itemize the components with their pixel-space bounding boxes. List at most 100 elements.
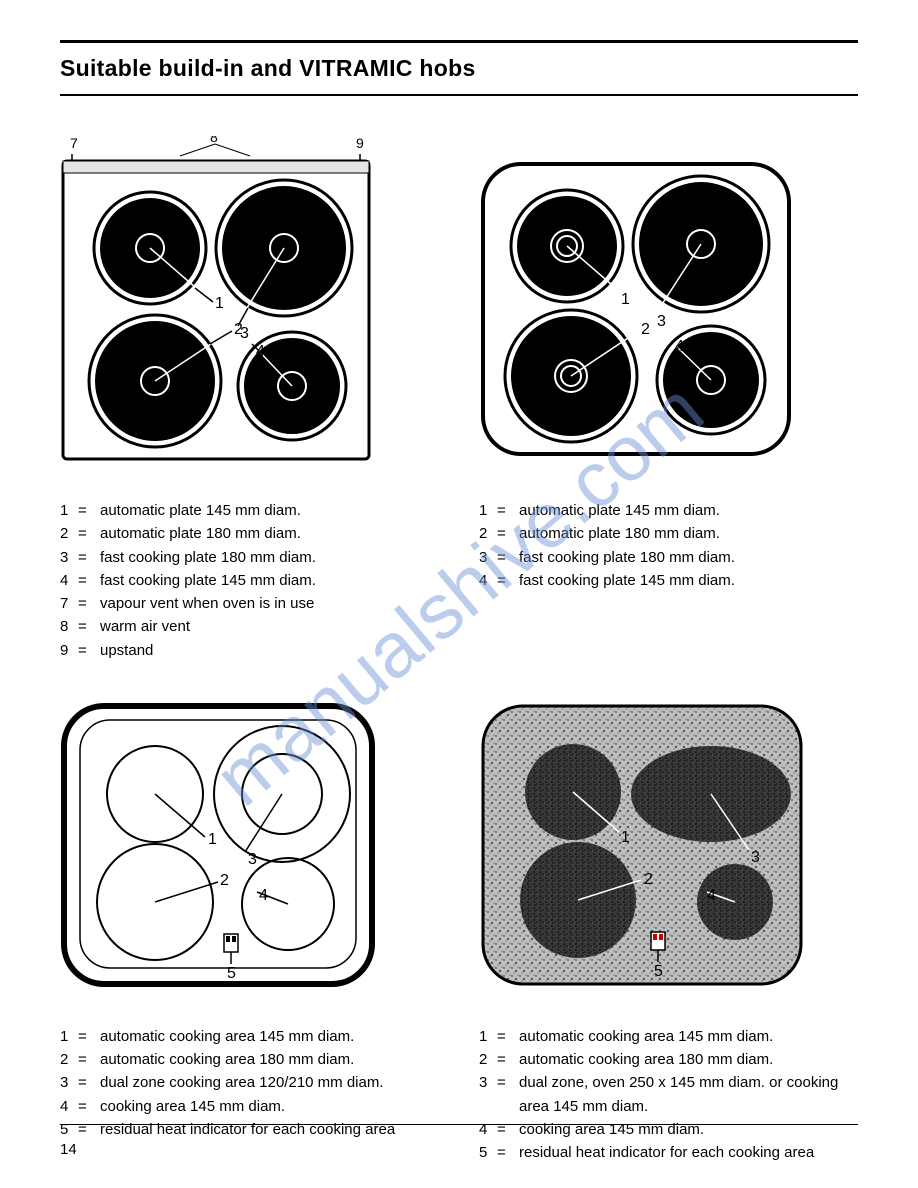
svg-text:3: 3 (751, 849, 760, 866)
legend-equals: = (497, 1141, 519, 1164)
title-underline (60, 94, 858, 96)
legend-text: upstand (100, 639, 439, 662)
legend-number: 5 (60, 1118, 78, 1141)
legend-item: 3=fast cooking plate 180 mm diam. (60, 546, 439, 569)
legend-item: 8=warm air vent (60, 615, 439, 638)
svg-text:1: 1 (621, 291, 630, 308)
legend-text: automatic plate 145 mm diam. (100, 499, 439, 522)
svg-text:5: 5 (227, 965, 236, 982)
legend-number: 7 (60, 592, 78, 615)
col-top-left: 7 8 9 1 (60, 136, 439, 662)
legend-item: 9=upstand (60, 639, 439, 662)
legend-text: fast cooking plate 180 mm diam. (100, 546, 439, 569)
legend-item: 7=vapour vent when oven is in use (60, 592, 439, 615)
row-top: 7 8 9 1 (60, 136, 858, 662)
legend-number: 1 (479, 1025, 497, 1048)
legend-equals: = (497, 1025, 519, 1048)
legend-item: 3=dual zone cooking area 120/210 mm diam… (60, 1071, 439, 1094)
page-number: 14 (60, 1141, 77, 1158)
legend-equals: = (78, 499, 100, 522)
legend-item: 2=automatic plate 180 mm diam. (479, 522, 858, 545)
legend-number: 4 (60, 569, 78, 592)
diagram-top-right: 1 2 3 4 (479, 136, 858, 471)
legend-number: 1 (60, 499, 78, 522)
legend-number: 3 (60, 546, 78, 569)
legend-equals: = (78, 522, 100, 545)
legend-top-left: 1=automatic plate 145 mm diam.2=automati… (60, 499, 439, 662)
svg-text:1: 1 (208, 831, 217, 848)
svg-text:5: 5 (654, 963, 663, 980)
svg-text:4: 4 (256, 343, 265, 360)
bottom-rule (60, 1124, 858, 1125)
legend-item: 1=automatic plate 145 mm diam. (60, 499, 439, 522)
legend-item: 4=cooking area 145 mm diam. (60, 1095, 439, 1118)
svg-text:2: 2 (641, 321, 650, 338)
legend-item: 3=fast cooking plate 180 mm diam. (479, 546, 858, 569)
svg-text:4: 4 (259, 887, 268, 904)
legend-equals: = (497, 499, 519, 522)
svg-text:8: 8 (210, 136, 218, 145)
legend-text: automatic cooking area 145 mm diam. (519, 1025, 858, 1048)
legend-item: 2=automatic cooking area 180 mm diam. (479, 1048, 858, 1071)
legend-text: automatic cooking area 145 mm diam. (100, 1025, 439, 1048)
page-title: Suitable build-in and VITRAMIC hobs (60, 55, 858, 82)
legend-equals: = (78, 1048, 100, 1071)
legend-bottom-right: 1=automatic cooking area 145 mm diam.2=a… (479, 1025, 858, 1165)
svg-text:4: 4 (675, 338, 684, 355)
legend-equals: = (497, 569, 519, 592)
diagram-top-left: 7 8 9 1 (60, 136, 439, 471)
legend-equals: = (78, 1025, 100, 1048)
legend-item: 1=automatic plate 145 mm diam. (479, 499, 858, 522)
top-rule (60, 40, 858, 43)
col-top-right: 1 2 3 4 (479, 136, 858, 662)
legend-text: dual zone cooking area 120/210 mm diam. (100, 1071, 439, 1094)
legend-equals: = (78, 592, 100, 615)
row-bottom: 1 2 3 4 5 1=a (60, 702, 858, 1165)
legend-number: 2 (479, 522, 497, 545)
legend-number: 5 (479, 1141, 497, 1164)
legend-number: 3 (479, 1071, 497, 1118)
legend-text: fast cooking plate 145 mm diam. (519, 569, 858, 592)
legend-text: residual heat indicator for each cooking… (100, 1118, 439, 1141)
legend-number: 4 (479, 1118, 497, 1141)
legend-text: vapour vent when oven is in use (100, 592, 439, 615)
legend-text: automatic cooking area 180 mm diam. (100, 1048, 439, 1071)
legend-text: warm air vent (100, 615, 439, 638)
diagram-bottom-left: 1 2 3 4 5 (60, 702, 439, 997)
svg-text:3: 3 (657, 313, 666, 330)
legend-item: 5=residual heat indicator for each cooki… (479, 1141, 858, 1164)
legend-number: 1 (479, 499, 497, 522)
col-bottom-right: 1 2 3 4 5 1=automatic co (479, 702, 858, 1165)
legend-top-right: 1=automatic plate 145 mm diam.2=automati… (479, 499, 858, 592)
svg-text:9: 9 (356, 136, 364, 151)
legend-number: 2 (60, 522, 78, 545)
legend-item: 2=automatic plate 180 mm diam. (60, 522, 439, 545)
legend-item: 1=automatic cooking area 145 mm diam. (60, 1025, 439, 1048)
legend-number: 4 (479, 569, 497, 592)
svg-text:7: 7 (70, 136, 78, 151)
legend-item: 2=automatic cooking area 180 mm diam. (60, 1048, 439, 1071)
svg-text:3: 3 (248, 851, 257, 868)
legend-number: 4 (60, 1095, 78, 1118)
legend-item: 3=dual zone, oven 250 x 145 mm diam. or … (479, 1071, 858, 1118)
legend-number: 3 (60, 1071, 78, 1094)
legend-equals: = (78, 615, 100, 638)
legend-equals: = (78, 1095, 100, 1118)
legend-equals: = (78, 1071, 100, 1094)
legend-equals: = (78, 1118, 100, 1141)
legend-text: residual heat indicator for each cooking… (519, 1141, 858, 1164)
svg-text:1: 1 (621, 829, 630, 846)
legend-item: 5=residual heat indicator for each cooki… (60, 1118, 439, 1141)
legend-equals: = (78, 639, 100, 662)
legend-text: automatic plate 180 mm diam. (100, 522, 439, 545)
legend-text: automatic cooking area 180 mm diam. (519, 1048, 858, 1071)
legend-item: 4=fast cooking plate 145 mm diam. (60, 569, 439, 592)
legend-number: 8 (60, 615, 78, 638)
legend-equals: = (78, 569, 100, 592)
svg-text:1: 1 (215, 295, 224, 312)
svg-text:4: 4 (707, 887, 716, 904)
legend-text: fast cooking plate 145 mm diam. (100, 569, 439, 592)
legend-number: 9 (60, 639, 78, 662)
legend-number: 2 (60, 1048, 78, 1071)
legend-text: automatic plate 145 mm diam. (519, 499, 858, 522)
